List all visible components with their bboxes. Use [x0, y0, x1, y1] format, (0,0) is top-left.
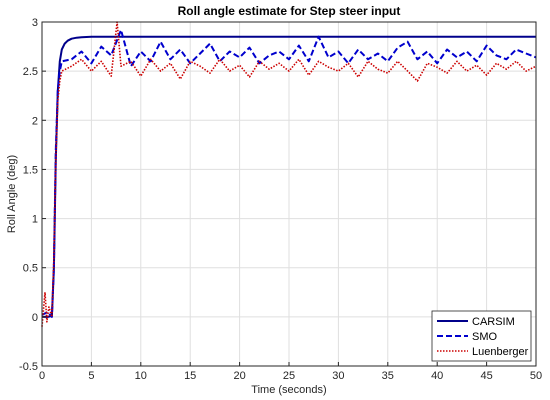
- y-tick-label: 0: [32, 312, 38, 324]
- x-tick-label: 25: [283, 370, 295, 382]
- y-tick-label: 2.5: [23, 66, 38, 78]
- y-tick-label: 1: [32, 214, 38, 226]
- y-tick-label: -0.5: [19, 361, 38, 373]
- x-tick-label: 35: [382, 370, 394, 382]
- x-tick-label: 20: [233, 370, 245, 382]
- series-group: [41, 21, 537, 327]
- y-tick-label: 0.5: [23, 263, 38, 275]
- legend-entry-label: CARSIM: [472, 316, 515, 328]
- y-axis-label: Roll Angle (deg): [6, 155, 18, 233]
- series-line-luenberger: [41, 21, 537, 327]
- x-tick-label: 30: [332, 370, 344, 382]
- chart-title: Roll angle estimate for Step steer input: [178, 4, 401, 18]
- x-tick-label: 15: [184, 370, 196, 382]
- ticks: 0 5 10 15 20 25 30 35 40 45 50-0.500.511.522.53: [19, 17, 542, 382]
- x-tick-label: 45: [480, 370, 492, 382]
- x-axis-label: Time (seconds): [251, 384, 326, 396]
- y-tick-label: 1.5: [23, 164, 38, 176]
- legend-entry-label: Luenberger: [472, 346, 529, 358]
- x-tick-label: 5: [88, 370, 94, 382]
- x-tick-label: 50: [530, 370, 542, 382]
- x-tick-label: 10: [135, 370, 147, 382]
- legend-entry-label: SMO: [472, 331, 498, 343]
- legend: CARSIM SMO Luenberger: [431, 310, 532, 362]
- y-tick-label: 3: [32, 17, 38, 29]
- y-tick-label: 2: [32, 115, 38, 127]
- series-line-smo: [41, 28, 537, 318]
- x-tick-label: 40: [431, 370, 443, 382]
- x-tick-label: 0: [39, 370, 45, 382]
